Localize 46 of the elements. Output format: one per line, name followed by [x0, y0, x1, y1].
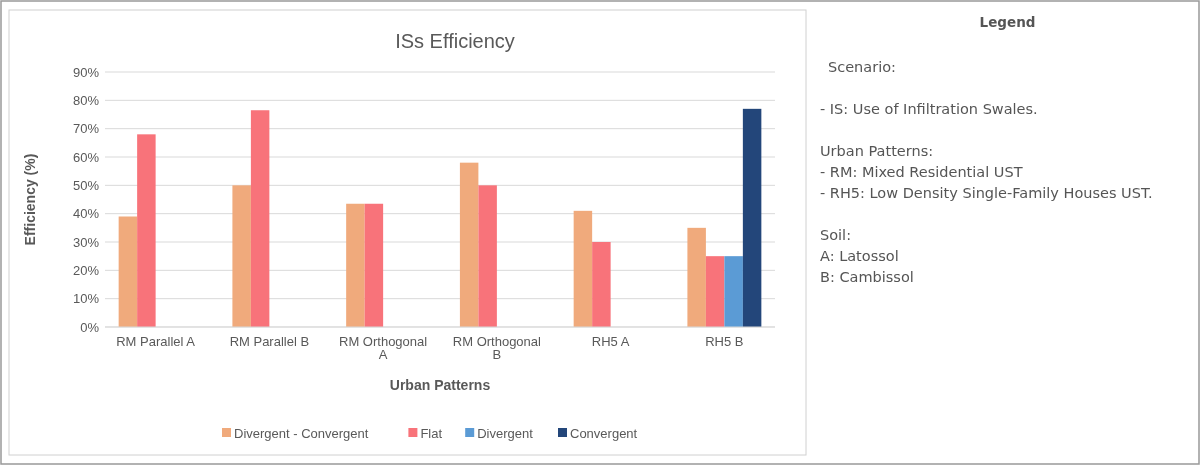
- bar: [478, 185, 497, 327]
- y-tick-label: 10%: [72, 291, 100, 307]
- bar: [118, 216, 138, 327]
- text: Scenario:: [827, 58, 897, 77]
- bar: [250, 110, 270, 327]
- text: Soil:: [820, 226, 853, 245]
- text: - IS: Use of Infiltration Swales.: [820, 100, 1039, 119]
- x-tick-label: RM Orthogonal A: [339, 334, 428, 362]
- bar: [742, 108, 762, 327]
- bar: [346, 203, 365, 327]
- bar: [705, 256, 725, 327]
- y-tick-label: 50%: [72, 177, 100, 193]
- y-tick-label: 90%: [72, 64, 100, 80]
- text: A: Latossol: [820, 247, 900, 266]
- legend-label: Divergent - Convergent: [234, 425, 369, 441]
- x-tick-label: RM Parallel B: [229, 334, 310, 349]
- bar: [724, 256, 743, 327]
- y-tick-label: 60%: [72, 149, 100, 165]
- text: B: Cambissol: [820, 268, 915, 287]
- text: Legend: [978, 13, 1037, 32]
- bar: [232, 185, 251, 327]
- y-tick-label: 40%: [72, 206, 100, 222]
- y-tick-label: 0%: [80, 319, 100, 335]
- bar: [459, 162, 479, 327]
- y-axis-title: Efficiency (%): [22, 153, 38, 246]
- y-tick-label: 80%: [72, 92, 100, 108]
- bar: [592, 242, 611, 327]
- y-tick-label: 70%: [72, 121, 100, 137]
- y-tick-label: 20%: [72, 262, 100, 278]
- x-tick-label: RM Parallel A: [116, 334, 196, 349]
- x-axis-title: Urban Patterns: [389, 377, 491, 393]
- text: - RH5: Low Density Single-Family Houses UST.: [820, 184, 1154, 203]
- text: - RM: Mixed Residential UST: [820, 163, 1024, 182]
- legend-label: Convergent: [570, 425, 638, 441]
- text: Urban Patterns:: [820, 142, 935, 161]
- legend-label: Divergent: [477, 425, 534, 441]
- x-tick-label: RH5 A: [591, 334, 630, 349]
- bar: [687, 227, 706, 327]
- bar: [137, 134, 156, 327]
- legend-label: Flat: [420, 425, 443, 441]
- chart-title: ISs Efficiency: [395, 30, 515, 52]
- bar: [364, 203, 384, 327]
- x-tick-label: RH5 B: [705, 334, 744, 349]
- x-tick-label: RM Orthogonal B: [452, 334, 542, 362]
- bar: [573, 210, 593, 327]
- y-tick-label: 30%: [72, 234, 100, 250]
